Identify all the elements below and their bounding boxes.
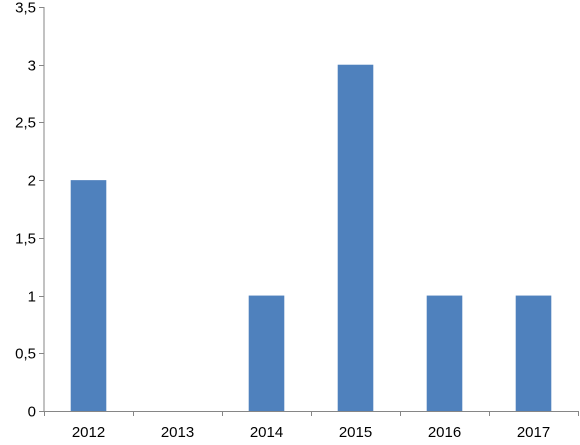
x-tick-label: 2016 xyxy=(428,424,461,441)
y-tick-label: 3,5 xyxy=(15,0,36,17)
bar-2016 xyxy=(426,295,463,411)
y-tick-label: 3 xyxy=(28,58,36,75)
x-tick-label: 2017 xyxy=(517,424,550,441)
bar-2015 xyxy=(337,64,374,411)
bar-2014 xyxy=(248,295,285,411)
y-tick-label: 0,5 xyxy=(15,346,36,363)
x-tick-label: 2014 xyxy=(250,424,283,441)
y-axis: 0 0,5 1 1,5 2 2,5 3 3,5 xyxy=(15,0,45,421)
x-axis: 2012 2013 2014 2015 2016 2017 xyxy=(44,411,579,441)
y-tick-label: 1 xyxy=(28,289,36,306)
x-tick-label: 2013 xyxy=(161,424,194,441)
x-tick-label: 2015 xyxy=(339,424,372,441)
x-tick-label: 2012 xyxy=(72,424,105,441)
bar-2017 xyxy=(515,295,552,411)
bars-group xyxy=(70,64,552,411)
y-tick-label: 2,5 xyxy=(15,115,36,132)
y-tick-label: 2 xyxy=(28,173,36,190)
y-tick-label: 1,5 xyxy=(15,231,36,248)
y-tick-label: 0 xyxy=(28,404,36,421)
bar-2012 xyxy=(70,180,107,411)
